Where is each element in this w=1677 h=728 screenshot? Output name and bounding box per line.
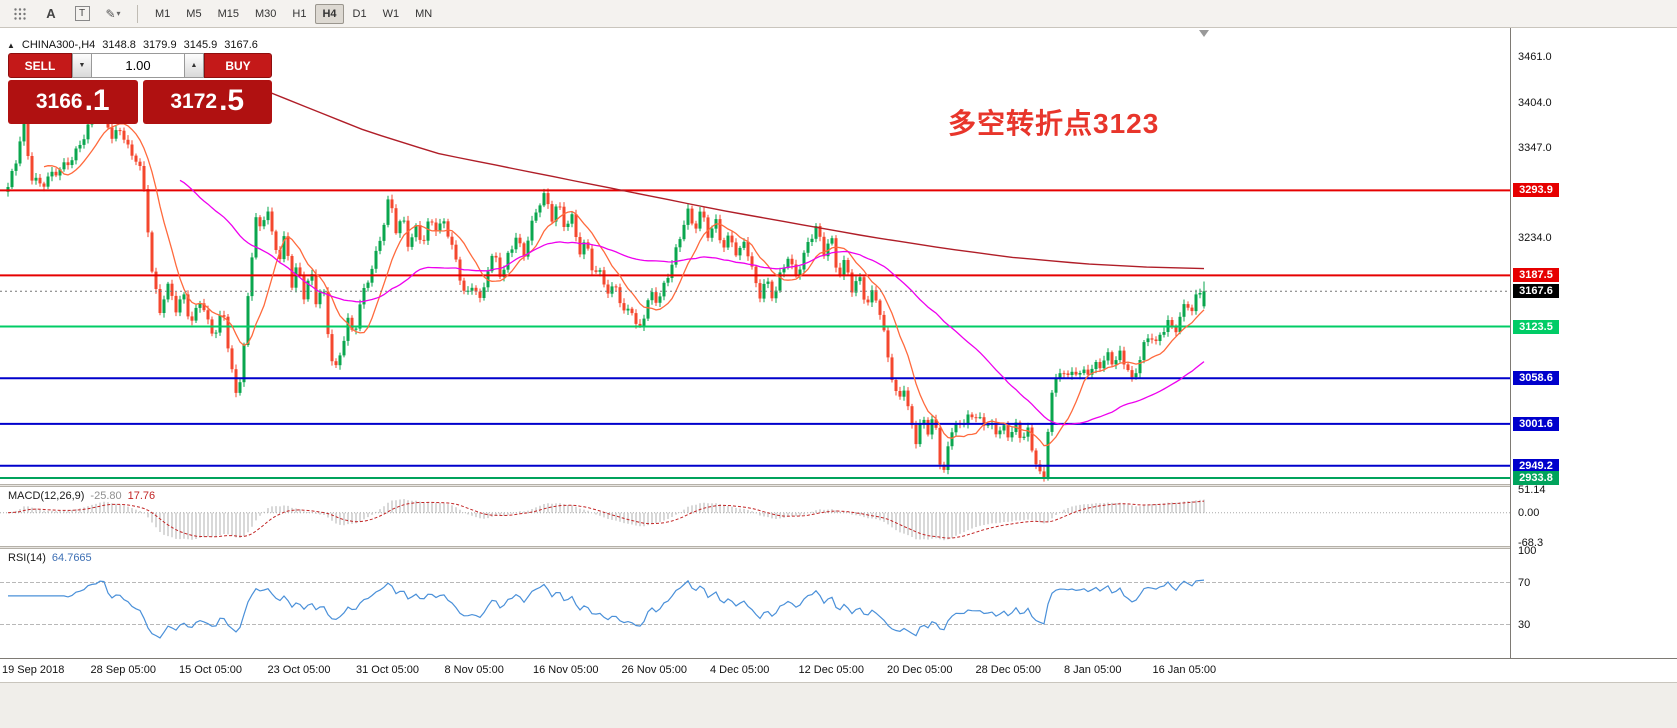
timeframe-button-m5[interactable]: M5 [179, 4, 208, 24]
timeframe-button-w1[interactable]: W1 [376, 4, 407, 24]
collapse-icon[interactable]: ▲ [7, 40, 15, 50]
time-axis-label: 20 Dec 05:00 [887, 664, 953, 676]
cursor-tool-button[interactable]: A [37, 3, 65, 25]
rsi-axis-tick: 70 [1518, 576, 1531, 589]
buy-button[interactable]: BUY [204, 53, 272, 78]
time-axis-label: 8 Jan 05:00 [1064, 664, 1122, 676]
time-axis-label: 28 Sep 05:00 [90, 664, 156, 676]
ohlc-low: 3145.9 [183, 39, 218, 51]
text-icon: T [74, 6, 90, 21]
timeframe-button-m1[interactable]: M1 [148, 4, 177, 24]
rsi-value: 64.7665 [51, 552, 92, 564]
price-line-label: 2933.8 [1513, 471, 1559, 485]
time-axis[interactable]: 19 Sep 2018 28 Sep 05:00 15 Oct 05:00 23 Oc… [0, 658, 1677, 682]
buy-price-main: 3172 [170, 90, 218, 113]
grid-icon [14, 7, 26, 20]
grid-tool-button[interactable] [6, 3, 34, 25]
time-axis-label: 23 Oct 05:00 [267, 664, 331, 676]
timeframe-button-m30[interactable]: M30 [248, 4, 283, 24]
buy-price-frac: .5 [219, 84, 245, 117]
price-chart[interactable] [0, 28, 1510, 484]
timeframe-button-h1[interactable]: H1 [285, 4, 313, 24]
rsi-axis-tick: 30 [1518, 618, 1531, 631]
timeframe-button-mn[interactable]: MN [408, 4, 439, 24]
ohlc-close: 3167.6 [224, 39, 258, 51]
macd-axis-tick: 51.14 [1518, 484, 1546, 496]
price-axis-tick: 3347.0 [1518, 142, 1552, 154]
current-price-label: 3167.6 [1513, 284, 1559, 299]
text-tool-button[interactable]: T [68, 3, 96, 25]
rsi-axis-tick: 100 [1518, 545, 1537, 557]
draw-tool-button[interactable]: ✎ ▾ [99, 3, 127, 25]
price-line-label: 3001.6 [1513, 416, 1559, 431]
chevron-down-icon: ▾ [116, 9, 121, 18]
toolbar: A T ✎ ▾ M1 M5 M15 M30 H1 H4 D1 W1 MN [0, 0, 1677, 28]
symbol-name: CHINA300-,H4 [21, 39, 96, 51]
price-line-label: 3123.5 [1513, 319, 1559, 334]
timeframe-button-d1[interactable]: D1 [346, 4, 374, 24]
pencil-icon: ✎ [105, 6, 116, 21]
buy-price-display[interactable]: 3172 .5 [142, 80, 272, 124]
chart-window: ▲ CHINA300-,H4 3148.8 3179.9 3145.9 3167… [0, 28, 1677, 728]
bottom-filler [0, 682, 1677, 728]
chart-annotation: 多空转折点3123 [948, 108, 1160, 139]
ohlc-open: 3148.8 [102, 39, 136, 51]
time-axis-label: 12 Dec 05:00 [798, 664, 864, 676]
time-axis-label: 8 Nov 05:00 [444, 664, 504, 676]
rsi-panel[interactable] [0, 549, 1510, 658]
time-axis-label: 15 Oct 05:00 [179, 664, 242, 676]
sell-price-frac: .1 [84, 84, 110, 117]
sell-price-main: 3166 [35, 90, 83, 113]
time-axis-label: 16 Jan 05:00 [1152, 664, 1217, 676]
macd-value-signal: 17.76 [127, 490, 156, 502]
toolbar-separator [137, 4, 138, 23]
time-axis-label: 16 Nov 05:00 [533, 664, 599, 676]
time-axis-label: 4 Dec 05:00 [710, 664, 770, 676]
timeframe-button-h4[interactable]: H4 [315, 3, 344, 24]
time-axis-label: 26 Nov 05:00 [621, 664, 687, 676]
timeframe-group: M1 M5 M15 M30 H1 H4 D1 W1 MN [148, 3, 439, 24]
macd-name: MACD(12,26,9) [8, 490, 85, 502]
trade-prices-row: 3166 .1 3172 .5 [8, 80, 272, 124]
macd-axis-tick: -68.3 [1518, 537, 1544, 549]
macd-panel[interactable] [0, 487, 1510, 546]
volume-up-button[interactable]: ▲ [184, 53, 204, 78]
ohlc-high: 3179.9 [142, 39, 177, 51]
price-line-label: 3058.6 [1513, 371, 1559, 386]
sell-button[interactable]: SELL [8, 53, 72, 78]
panel-separator[interactable] [0, 484, 1677, 487]
chart-shift-marker [1199, 30, 1209, 37]
time-axis-label: 28 Dec 05:00 [975, 664, 1041, 676]
macd-axis-tick: 0.00 [1518, 506, 1540, 519]
price-axis-tick: 3234.0 [1518, 232, 1552, 245]
panel-separator[interactable] [0, 546, 1677, 549]
volume-input[interactable] [92, 53, 184, 78]
rsi-label: RSI(14) 64.7665 [8, 552, 92, 564]
trade-controls-row: SELL ▼ ▲ BUY [8, 53, 272, 78]
rsi-name: RSI(14) [8, 552, 46, 564]
time-axis-label: 19 Sep 2018 [2, 664, 65, 676]
time-axis-label: 31 Oct 05:00 [356, 664, 419, 676]
price-line-label: 3187.5 [1513, 268, 1559, 283]
price-axis[interactable]: 3461.0 3404.0 3347.0 3234.0 3293.9 3187.5 3123… [1510, 28, 1677, 658]
price-line-label: 3293.9 [1513, 183, 1559, 198]
one-click-trade-panel: SELL ▼ ▲ BUY 3166 .1 3172 .5 [8, 53, 272, 124]
price-axis-tick: 3461.0 [1518, 51, 1552, 63]
macd-label: MACD(12,26,9) -25.80 17.76 [8, 490, 155, 502]
volume-down-button[interactable]: ▼ [72, 53, 92, 78]
cursor-icon: A [46, 6, 56, 21]
timeframe-button-m15[interactable]: M15 [211, 4, 246, 24]
price-line-label: 2949.2 [1513, 458, 1559, 473]
symbol-header: ▲ CHINA300-,H4 3148.8 3179.9 3145.9 3167… [7, 39, 258, 51]
macd-value-main: -25.80 [90, 490, 122, 502]
sell-price-display[interactable]: 3166 .1 [8, 80, 138, 124]
price-axis-tick: 3404.0 [1518, 96, 1552, 109]
